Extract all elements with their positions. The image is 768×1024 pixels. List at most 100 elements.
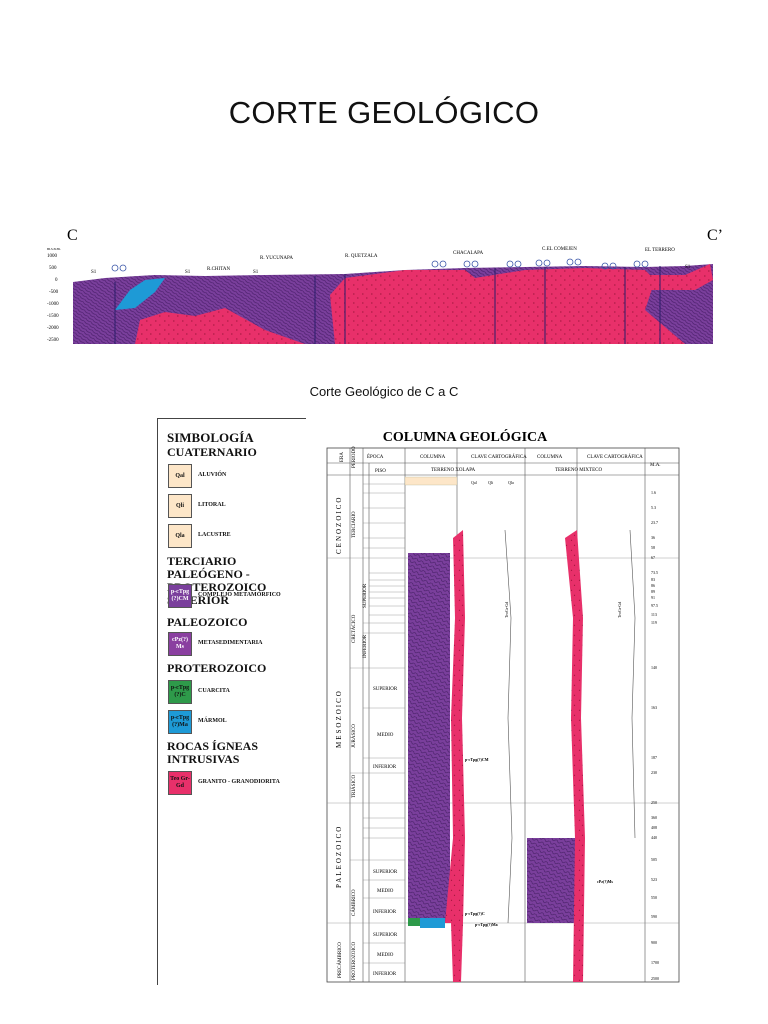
column-header-piso: PISO: [375, 469, 386, 474]
epoch-label: MEDIO: [377, 953, 394, 958]
age-label: 1.6: [651, 490, 656, 495]
age-label: 1700: [651, 960, 659, 965]
legend-heading: PROTEROZOICO: [167, 661, 267, 675]
clave-outline: [629, 529, 636, 839]
legend-title: SIMBOLOGÍA: [167, 430, 254, 445]
age-label: 550: [651, 895, 657, 900]
section-y-tick: 500: [49, 266, 57, 271]
epoch-label: SUPERIOR: [373, 870, 398, 875]
age-label: 2500: [651, 976, 659, 981]
era-label: PALEOZOICO: [335, 825, 343, 888]
granite-intrusion: [445, 530, 465, 923]
age-label: 250: [651, 800, 657, 805]
epoch-label: INFERIOR: [373, 972, 397, 977]
legend-swatch: Teo Gr-Gd: [168, 771, 192, 795]
marker-label: S1: [253, 270, 259, 275]
place-label: EL TERRERO: [645, 248, 675, 253]
epoch-label: INFERIOR: [373, 765, 397, 770]
age-label: 163: [651, 705, 657, 710]
column-header-periodo: PERIODO: [352, 446, 357, 468]
marker-label: S1: [91, 270, 97, 275]
page-title: CORTE GEOLÓGICO: [228, 95, 540, 130]
legend-panel: SIMBOLOGÍA CUATERNARIO Qal ALUVIÓN Qli L…: [157, 418, 306, 985]
epoch-label: SUPERIOR: [373, 687, 398, 692]
unit-label: TeoGr-Gd: [504, 602, 509, 618]
dip-symbol-icon: [111, 264, 127, 272]
legend-swatch: Qla: [168, 524, 192, 548]
section-y-tick: 0: [55, 278, 58, 283]
place-label: C.EL COMEJEN: [542, 247, 577, 252]
legend-label: COMPLEJO METAMÓRFICO: [198, 592, 281, 598]
age-label: 505: [651, 857, 657, 862]
age-label: 360: [651, 815, 657, 820]
column-header-terreno1: TERRENO XOLAPA: [431, 468, 476, 473]
period-label: CÁMBRICO: [351, 889, 357, 916]
metamorphic-complex-fill: [408, 553, 450, 923]
section-y-tick: -1000: [47, 302, 59, 307]
age-label: 5.3: [651, 505, 656, 510]
legend-swatch: cPz(?) Ms: [168, 632, 192, 656]
age-label: 83: [651, 577, 655, 582]
age-label: 73.5: [651, 570, 658, 575]
legend-swatch: p-cTpg (?)CM: [168, 584, 192, 608]
geologic-column: COLUMNA GEOLÓGICA ERA PERIODO ÉPOCA PISO…: [326, 428, 680, 983]
legend-label: LITORAL: [198, 502, 226, 508]
dip-symbol-icon: [633, 260, 649, 268]
quaternary-deposit: [404, 476, 458, 486]
marker-label: S1: [685, 265, 691, 270]
column-header-clave2: CLAVE CARTOGRÁFICA: [587, 454, 643, 460]
section-y-ticks: 1000 500 0 -500 -1000 -1500 -2000 -2500: [47, 254, 59, 343]
epoch-label: SUPERIOR: [373, 933, 398, 938]
epoch-label: MEDIO: [377, 733, 394, 738]
column-title: COLUMNA GEOLÓGICA: [383, 428, 548, 445]
dip-symbol-icon: [506, 260, 522, 268]
legend-swatch: Qal: [168, 464, 192, 488]
era-label: PRECÁMBRICO: [337, 942, 343, 978]
unit-label: p-cTpg(?)CM: [465, 757, 489, 762]
section-left-label: C: [67, 227, 78, 244]
place-label: R. QUETZALA: [345, 254, 378, 259]
column-header-columna2: COLUMNA: [537, 455, 563, 460]
granite-body: [330, 268, 685, 344]
period-label: TERCIARIO: [352, 511, 357, 538]
age-label: 23.7: [651, 520, 658, 525]
section-caption: Corte Geológico de C a C: [309, 384, 459, 399]
legend-heading: ROCAS ÍGNEAS INTRUSIVAS: [167, 739, 259, 766]
granite-body: [605, 264, 713, 290]
age-label: 140: [651, 665, 657, 670]
clave-outline: [504, 529, 513, 924]
age-label: 900: [651, 940, 657, 945]
legend-label: GRANITO - GRANODIORITA: [198, 779, 280, 785]
age-label: 187: [651, 755, 657, 760]
column-header-clave1: CLAVE CARTOGRÁFICA: [471, 454, 527, 460]
age-label: 97.5: [651, 603, 658, 608]
age-label: 58: [651, 545, 655, 550]
legend-heading: PALEOZOICO: [167, 615, 248, 629]
age-label: 113: [651, 612, 657, 617]
age-label: 230: [651, 770, 657, 775]
period-label: TRIÁSICO: [351, 775, 357, 798]
unit-label: cPz(?)Ms: [597, 879, 613, 884]
granite-intrusion: [565, 530, 585, 982]
period-label: CRETÁCICO: [351, 614, 357, 643]
unit-label: Qla: [508, 480, 514, 485]
age-label: 590: [651, 914, 657, 919]
age-label: 86: [651, 583, 655, 588]
column-header-era: ERA: [340, 452, 345, 462]
quartzite-fill: [408, 918, 420, 926]
legend-label: METASEDIMENTARIA: [198, 640, 263, 646]
geologic-cross-section: C C’ m.s.n.m. 1000 500 0 -500 -1000 -150…: [47, 227, 723, 344]
unit-label: Qal: [471, 480, 478, 485]
section-right-label: C’: [707, 227, 723, 244]
age-label: 408: [651, 825, 657, 830]
place-label: R.CHITAN: [207, 267, 230, 272]
section-y-tick: -2000: [47, 326, 59, 331]
section-unit-label: m.s.n.m.: [47, 246, 61, 251]
place-label: R. YUCUNAPA: [260, 256, 293, 261]
legend-swatch: Qli: [168, 494, 192, 518]
epoch-label: MEDIO: [377, 889, 394, 894]
dip-symbol-icon: [463, 260, 479, 268]
legend-swatch: p-cTpg (?)Ma: [168, 710, 192, 734]
granite-body: [135, 308, 305, 344]
period-label: PROTEROZOICO: [352, 942, 357, 980]
